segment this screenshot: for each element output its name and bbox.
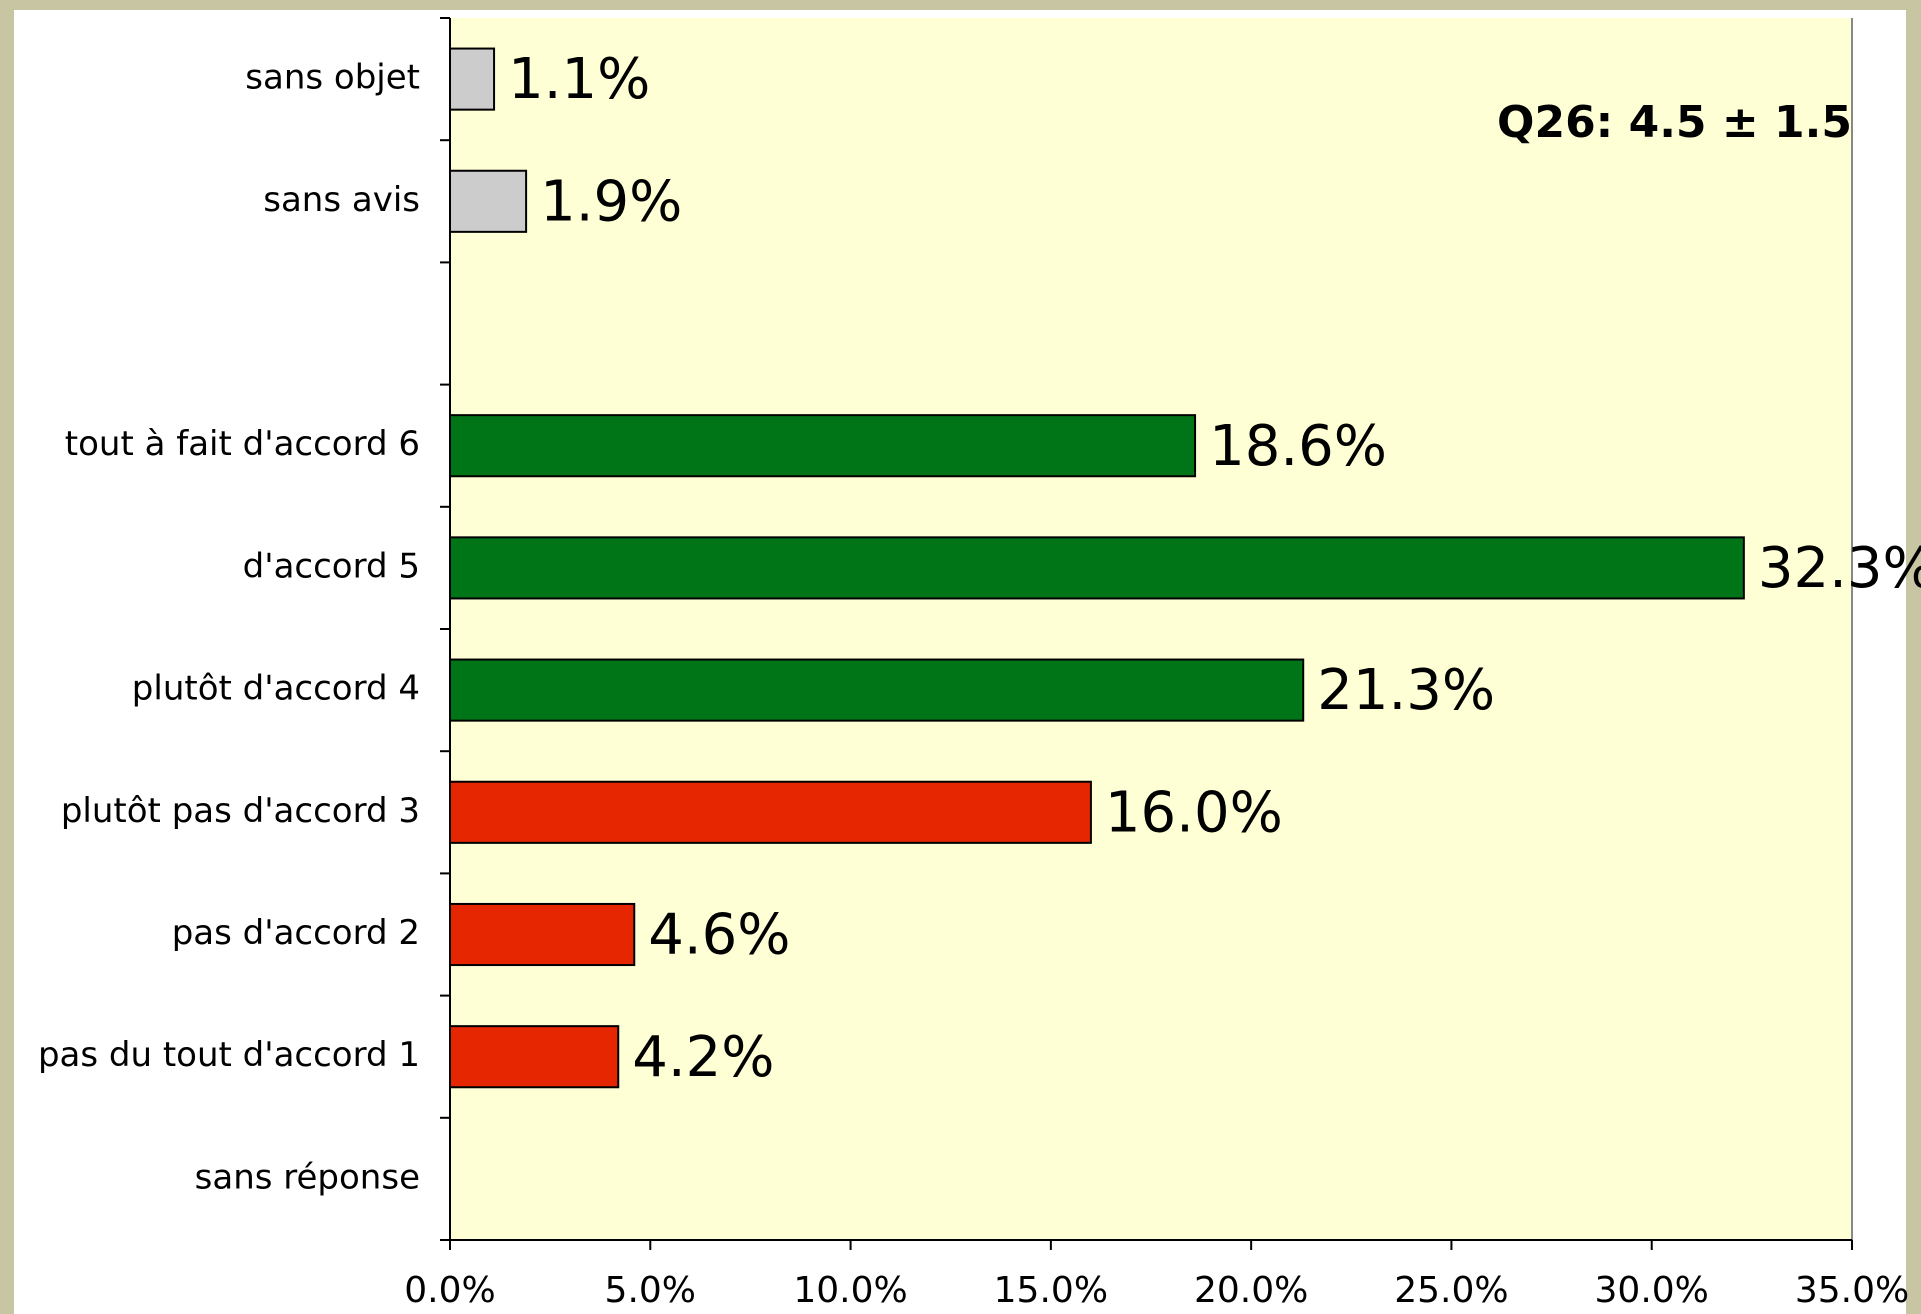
plot-area — [450, 18, 1852, 1240]
y-tick-label: sans avis — [263, 180, 420, 220]
bar — [449, 169, 528, 233]
y-tick-label: sans réponse — [195, 1157, 420, 1197]
x-tick-label: 30.0% — [1595, 1270, 1709, 1311]
bar — [449, 902, 636, 967]
x-tick-label: 15.0% — [994, 1270, 1108, 1311]
bar — [449, 658, 1305, 722]
value-label: 1.1% — [508, 47, 650, 112]
annotation: Q26: 4.5 ± 1.5 — [1497, 97, 1852, 148]
x-tick-label: 20.0% — [1194, 1270, 1308, 1311]
value-label: 4.2% — [632, 1025, 774, 1090]
value-label: 32.3% — [1758, 536, 1921, 601]
y-tick-label: sans objet — [245, 58, 420, 98]
bar — [449, 536, 1745, 600]
y-tick-label: pas d'accord 2 — [172, 913, 420, 953]
y-tick-label: pas du tout d'accord 1 — [38, 1035, 420, 1075]
bar — [449, 414, 1197, 478]
x-tick-label: 10.0% — [793, 1270, 907, 1311]
value-label: 16.0% — [1105, 780, 1283, 845]
bar — [449, 780, 1092, 844]
y-tick-label: tout à fait d'accord 6 — [65, 424, 420, 464]
bar — [449, 1025, 620, 1089]
y-tick-label: plutôt pas d'accord 3 — [61, 791, 420, 831]
x-tick-label: 0.0% — [404, 1270, 495, 1311]
y-tick-label: plutôt d'accord 4 — [132, 669, 420, 709]
y-tick-label: d'accord 5 — [243, 546, 420, 586]
value-label: 4.6% — [648, 903, 790, 968]
bar — [449, 47, 496, 111]
value-label: 21.3% — [1317, 658, 1495, 723]
value-label: 1.9% — [540, 169, 682, 234]
x-tick-label: 25.0% — [1394, 1270, 1508, 1311]
x-tick-label: 5.0% — [605, 1270, 696, 1311]
x-tick-label: 35.0% — [1795, 1270, 1909, 1311]
value-label: 18.6% — [1209, 414, 1387, 479]
